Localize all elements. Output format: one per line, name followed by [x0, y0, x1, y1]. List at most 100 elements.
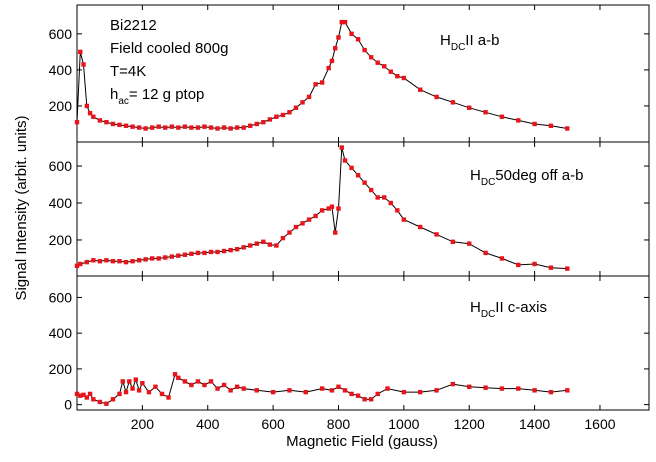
annotation-text: T=4K: [110, 63, 146, 80]
data-point: [499, 256, 505, 261]
data-point: [532, 388, 537, 393]
data-point: [548, 265, 554, 270]
data-point: [163, 255, 168, 260]
data-point: [110, 397, 116, 402]
data-point: [176, 253, 181, 258]
data-point: [78, 393, 83, 398]
data-point: [189, 251, 194, 257]
data-point: [136, 388, 142, 393]
data-point: [117, 122, 122, 128]
data-point: [153, 384, 158, 389]
data-point: [326, 65, 331, 71]
data-point: [388, 200, 393, 206]
data-point: [221, 382, 227, 388]
data-point: [349, 165, 354, 171]
annotation-text: h: [110, 86, 118, 103]
data-point: [202, 250, 207, 256]
data-point: [336, 35, 341, 40]
data-point: [280, 235, 286, 241]
data-point: [313, 213, 318, 219]
data-point: [368, 187, 374, 193]
data-point: [499, 114, 505, 119]
data-point: [349, 391, 354, 397]
x-tick-label: 400: [196, 416, 220, 432]
data-point: [248, 243, 253, 248]
y-tick-label: 400: [49, 325, 73, 341]
data-point: [84, 395, 90, 400]
data-point: [303, 389, 308, 395]
data-point: [333, 46, 338, 51]
annotation-text: H: [470, 299, 481, 316]
data-point: [548, 389, 554, 395]
data-point: [123, 123, 129, 128]
data-point: [467, 384, 472, 389]
data-point: [319, 208, 325, 213]
data-point: [329, 204, 335, 209]
data-point: [228, 247, 233, 253]
data-point: [467, 241, 472, 246]
data-point: [287, 230, 292, 235]
annotation: hac= 12 g ptop: [110, 86, 204, 107]
data-point: [329, 58, 335, 64]
data-point: [516, 262, 521, 268]
data-point: [368, 55, 374, 60]
data-point: [261, 239, 266, 245]
data-point: [208, 249, 214, 255]
data-point: [336, 206, 341, 211]
data-point: [169, 254, 174, 259]
y-tick-label: 200: [49, 361, 73, 377]
panel-frame: [76, 141, 650, 277]
data-point: [287, 388, 292, 393]
data-point: [228, 126, 233, 131]
data-point: [339, 145, 344, 150]
annotation: HDCII c-axis: [470, 299, 547, 320]
y-tick-label: 600: [49, 158, 73, 174]
data-point: [156, 256, 161, 261]
data-point: [91, 258, 96, 263]
annotation-subscript: DC: [451, 42, 465, 53]
data-point: [261, 119, 266, 125]
annotation-subscript: ac: [118, 96, 129, 107]
x-tick-label: 600: [261, 416, 285, 432]
data-point: [241, 245, 246, 250]
annotation-text: Field cooled 800g: [110, 40, 228, 57]
data-point: [270, 389, 276, 395]
data-point: [97, 259, 103, 264]
data-point: [548, 123, 554, 128]
data-point: [104, 258, 109, 263]
data-line: [76, 373, 568, 405]
data-point: [163, 125, 168, 130]
data-point: [434, 388, 439, 393]
data-point: [254, 388, 259, 393]
y-tick-label: 0: [64, 397, 72, 413]
data-point: [267, 117, 273, 122]
data-point: [136, 258, 142, 263]
data-point: [189, 125, 194, 130]
y-tick-label: 600: [49, 289, 73, 305]
data-point: [342, 388, 348, 393]
data-point: [110, 121, 116, 127]
data-point: [418, 87, 423, 92]
y-tick-label: 400: [49, 195, 73, 211]
data-point: [241, 386, 246, 391]
data-point: [97, 118, 103, 123]
annotation-subscript: DC: [481, 177, 495, 188]
data-point: [140, 381, 145, 386]
x-tick-label: 1000: [388, 416, 419, 432]
data-point: [375, 60, 380, 65]
data-point: [565, 126, 570, 131]
data-point: [385, 386, 390, 391]
y-tick-label: 200: [49, 98, 73, 114]
data-point: [349, 31, 354, 37]
data-point: [382, 64, 387, 69]
data-point: [78, 261, 83, 267]
x-tick-label: 1200: [454, 416, 485, 432]
data-point: [483, 110, 488, 115]
data-point: [450, 239, 456, 245]
data-point: [300, 221, 305, 226]
data-point: [306, 217, 312, 222]
data-point: [329, 388, 335, 393]
data-point: [467, 105, 472, 110]
x-tick-label: 800: [327, 416, 351, 432]
data-point: [189, 382, 194, 388]
